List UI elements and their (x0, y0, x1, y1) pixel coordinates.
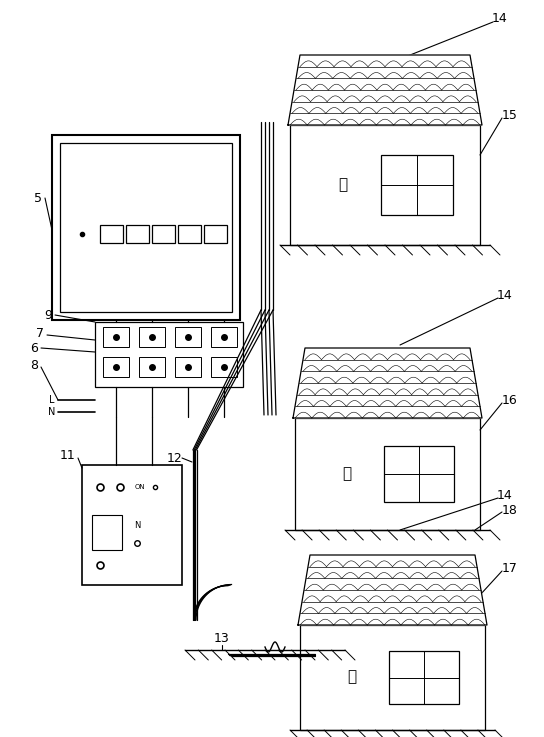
Bar (204, 225, 227, 243)
Bar (295, 418, 480, 530)
Bar (178, 225, 201, 243)
Bar (175, 327, 201, 347)
Text: 7: 7 (36, 326, 44, 340)
Text: 18: 18 (502, 503, 518, 517)
Bar (175, 357, 201, 377)
Text: 16: 16 (502, 394, 518, 407)
Text: 8: 8 (30, 358, 38, 371)
Text: 11: 11 (60, 449, 76, 461)
Text: 13: 13 (214, 632, 230, 644)
Text: 15: 15 (502, 108, 518, 122)
Text: 丙: 丙 (347, 671, 356, 685)
Text: 乙: 乙 (342, 467, 351, 481)
Bar (95, 322, 243, 387)
Text: 5: 5 (34, 192, 42, 204)
Text: 17: 17 (502, 562, 518, 575)
Text: N: N (48, 407, 55, 417)
Bar (152, 225, 175, 243)
Text: L: L (50, 395, 55, 405)
Bar (384, 446, 454, 502)
Text: 甲: 甲 (338, 178, 348, 192)
Bar (126, 225, 149, 243)
Polygon shape (293, 348, 482, 418)
Bar (300, 625, 485, 730)
Text: 14: 14 (497, 288, 513, 301)
Bar (290, 125, 480, 245)
Text: 14: 14 (492, 12, 508, 24)
Bar (389, 652, 459, 704)
Text: ON: ON (135, 484, 145, 490)
Bar (211, 357, 237, 377)
Polygon shape (298, 555, 487, 625)
Text: 12: 12 (167, 452, 183, 464)
Bar (103, 327, 129, 347)
Text: N: N (134, 520, 140, 529)
Bar (52, 135, 240, 320)
Text: 14: 14 (497, 489, 513, 501)
Text: 6: 6 (30, 341, 38, 354)
Bar (60, 143, 232, 312)
Bar (100, 225, 123, 243)
Bar (139, 327, 165, 347)
Polygon shape (288, 55, 482, 125)
Bar (103, 357, 129, 377)
Bar (139, 357, 165, 377)
Text: 9: 9 (44, 309, 52, 321)
Bar (211, 327, 237, 347)
Bar (92, 515, 122, 550)
Bar (82, 465, 182, 585)
Bar (381, 155, 453, 215)
